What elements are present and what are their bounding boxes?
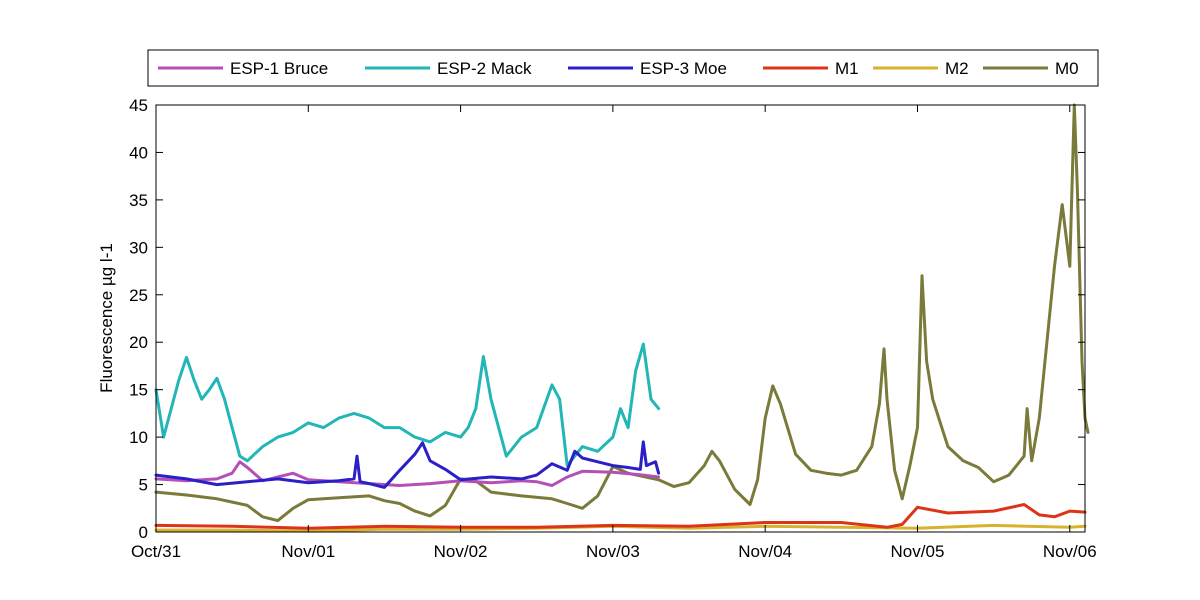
plot-frame [155,104,1086,533]
plot-area [156,105,1085,532]
ticks-layer: Oct/31 Nov/01 Nov/02 Nov/03 Nov/04 Nov/05 Nov/… [129,96,1097,561]
y-tick-label-8: 40 [129,143,148,162]
legend: ESP-1 Bruce ESP-2 Mack ESP-3 Moe M1 M2 M0 [147,49,1099,87]
legend-label-4: M2 [945,59,969,78]
y-tick-label-6: 30 [129,238,148,257]
y-tick-label-7: 35 [129,191,148,210]
x-tick-label-1: Nov/01 [281,542,335,561]
legend-label-1: ESP-2 Mack [437,59,532,78]
legend-label-5: M0 [1055,59,1079,78]
y-tick-label-4: 20 [129,333,148,352]
series-line-3 [154,503,1087,530]
x-tick-label-0: Oct/31 [131,542,181,561]
legend-label-0: ESP-1 Bruce [230,59,328,78]
y-tick-label-9: 45 [129,96,148,115]
y-axis-label: Fluorescence µg l-1 [97,243,116,393]
series-line-1 [154,342,661,468]
x-tick-label-4: Nov/04 [738,542,792,561]
series-line-2 [154,440,661,489]
x-tick-label-3: Nov/03 [586,542,640,561]
legend-label-3: M1 [835,59,859,78]
x-tick-label-5: Nov/05 [891,542,945,561]
series-line-0 [154,460,661,487]
y-tick-label-5: 25 [129,286,148,305]
x-tick-label-2: Nov/02 [434,542,488,561]
legend-label-2: ESP-3 Moe [640,59,727,78]
y-tick-label-3: 15 [129,381,148,400]
series-line-5 [154,103,1090,523]
y-tick-label-1: 5 [139,476,148,495]
y-tick-label-2: 10 [129,428,148,447]
y-tick-label-0: 0 [139,523,148,542]
x-tick-label-6: Nov/06 [1043,542,1097,561]
series-layer [154,103,1090,533]
